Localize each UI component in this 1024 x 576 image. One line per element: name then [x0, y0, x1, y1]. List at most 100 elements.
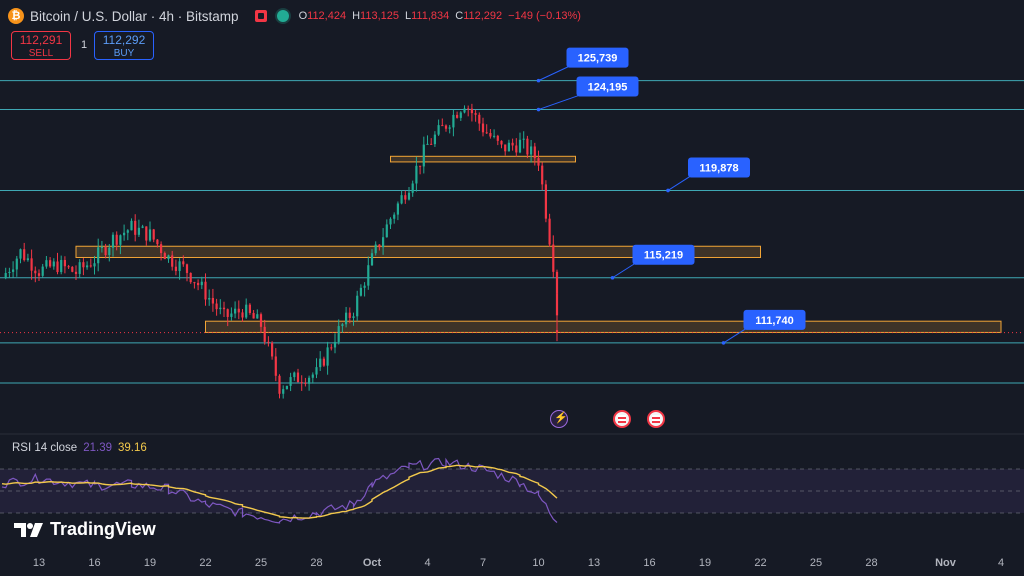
candle-body	[26, 258, 29, 261]
flash-event-icon[interactable]	[550, 410, 568, 428]
order-quantity[interactable]: 1	[81, 39, 88, 51]
candle-body	[245, 304, 248, 318]
rsi-ma-value: 39.16	[117, 442, 147, 454]
candle-body	[71, 266, 74, 272]
low-label: L	[405, 10, 412, 22]
candle-body	[259, 314, 263, 327]
candle-body	[400, 195, 403, 204]
level-callout-anchor	[666, 188, 670, 193]
candle-body	[178, 261, 181, 272]
tradingview-logo-icon	[14, 522, 43, 537]
candle-body	[89, 265, 92, 267]
candle-body	[152, 229, 155, 240]
candle-body	[148, 229, 152, 241]
us-economic-event-icon[interactable]	[647, 410, 665, 428]
rsi-ma-line	[1, 464, 558, 519]
candle-body	[197, 282, 200, 286]
candle-body	[441, 125, 444, 127]
level-callout-anchor	[536, 78, 541, 83]
candle-body	[426, 143, 429, 145]
x-tick-label: 16	[643, 557, 655, 569]
candle-body	[49, 260, 52, 267]
candle-body	[274, 356, 277, 376]
sell-price: 112,291	[19, 33, 63, 47]
buy-button[interactable]: 112,292 BUY	[94, 31, 154, 60]
candle-body	[367, 265, 370, 286]
candle-body	[104, 246, 107, 256]
candle-body	[489, 132, 492, 137]
candle-body	[23, 249, 26, 261]
candle-body	[115, 234, 118, 245]
candle-body	[493, 135, 496, 137]
candle-body	[544, 184, 547, 219]
level-callout-anchor	[721, 341, 726, 345]
candle-body	[230, 313, 233, 317]
candle-body	[163, 253, 166, 260]
candle-body	[185, 264, 189, 273]
candle-body	[200, 281, 203, 286]
high-label: H	[352, 10, 361, 22]
candle-body	[504, 144, 507, 152]
candle-body	[333, 341, 337, 348]
level-callout-anchor	[536, 107, 541, 112]
candle-body	[348, 312, 351, 318]
x-tick-label: 16	[88, 557, 100, 569]
candle-body	[97, 247, 100, 264]
open-label: O	[298, 10, 308, 22]
candle-body	[537, 158, 540, 166]
buy-label: BUY	[113, 48, 135, 59]
level-label-text: 111,740	[755, 315, 794, 327]
candle-body	[45, 260, 48, 267]
level-label-text: 119,878	[699, 162, 738, 174]
candle-body	[285, 385, 288, 390]
support-resistance-zone	[390, 155, 576, 163]
candle-body	[74, 271, 78, 274]
candle-body	[137, 227, 140, 235]
candle-body	[41, 266, 44, 276]
ohlc-readout: O112,424 H113,125 L111,834 C112,292 −149…	[299, 10, 581, 22]
tradingview-logo[interactable]: TradingView	[14, 519, 156, 540]
symbol-title[interactable]: Bitcoin / U.S. Dollar · 4h · Bitstamp	[30, 8, 239, 24]
candle-body	[52, 261, 55, 267]
candle-body	[141, 226, 144, 228]
candle-body	[481, 123, 485, 133]
candle-body	[352, 316, 355, 318]
candle-body	[515, 145, 518, 153]
candle-body	[56, 261, 59, 273]
candle-body	[248, 304, 251, 313]
rsi-legend[interactable]: RSI 14 close 21.39 39.16	[12, 442, 147, 454]
close-value: 112,292	[463, 10, 503, 22]
candle-body	[15, 258, 18, 270]
candle-body	[82, 262, 85, 268]
candle-body	[533, 146, 536, 159]
candle-body	[308, 377, 311, 384]
candle-body	[404, 195, 407, 200]
sell-button[interactable]: 112,291 SELL	[11, 31, 71, 60]
market-open-icon	[276, 10, 289, 22]
x-tick-label: 19	[699, 557, 711, 569]
change-value: −149 (−0.13%)	[508, 10, 581, 22]
x-tick-label: 22	[199, 557, 211, 569]
candle-body	[156, 239, 159, 245]
candle-body	[263, 326, 266, 342]
us-economic-event-icon[interactable]	[613, 410, 631, 428]
candle-body	[548, 218, 551, 245]
candle-body	[411, 183, 414, 193]
level-label-text: 124,195	[588, 82, 628, 94]
candle-body	[293, 372, 296, 378]
candle-body	[34, 270, 37, 274]
candle-body	[378, 244, 381, 248]
level-label-text: 115,219	[644, 250, 683, 262]
candle-body	[237, 308, 240, 313]
candle-body	[374, 244, 377, 254]
candle-body	[30, 258, 33, 271]
candle-body	[315, 367, 318, 375]
open-value: 112,424	[307, 10, 347, 22]
candle-body	[167, 255, 170, 260]
alert-flag-icon[interactable]	[254, 10, 267, 22]
level-label-box	[743, 309, 806, 330]
candle-body	[19, 249, 22, 259]
candle-body	[396, 203, 399, 215]
candle-body	[474, 113, 477, 115]
